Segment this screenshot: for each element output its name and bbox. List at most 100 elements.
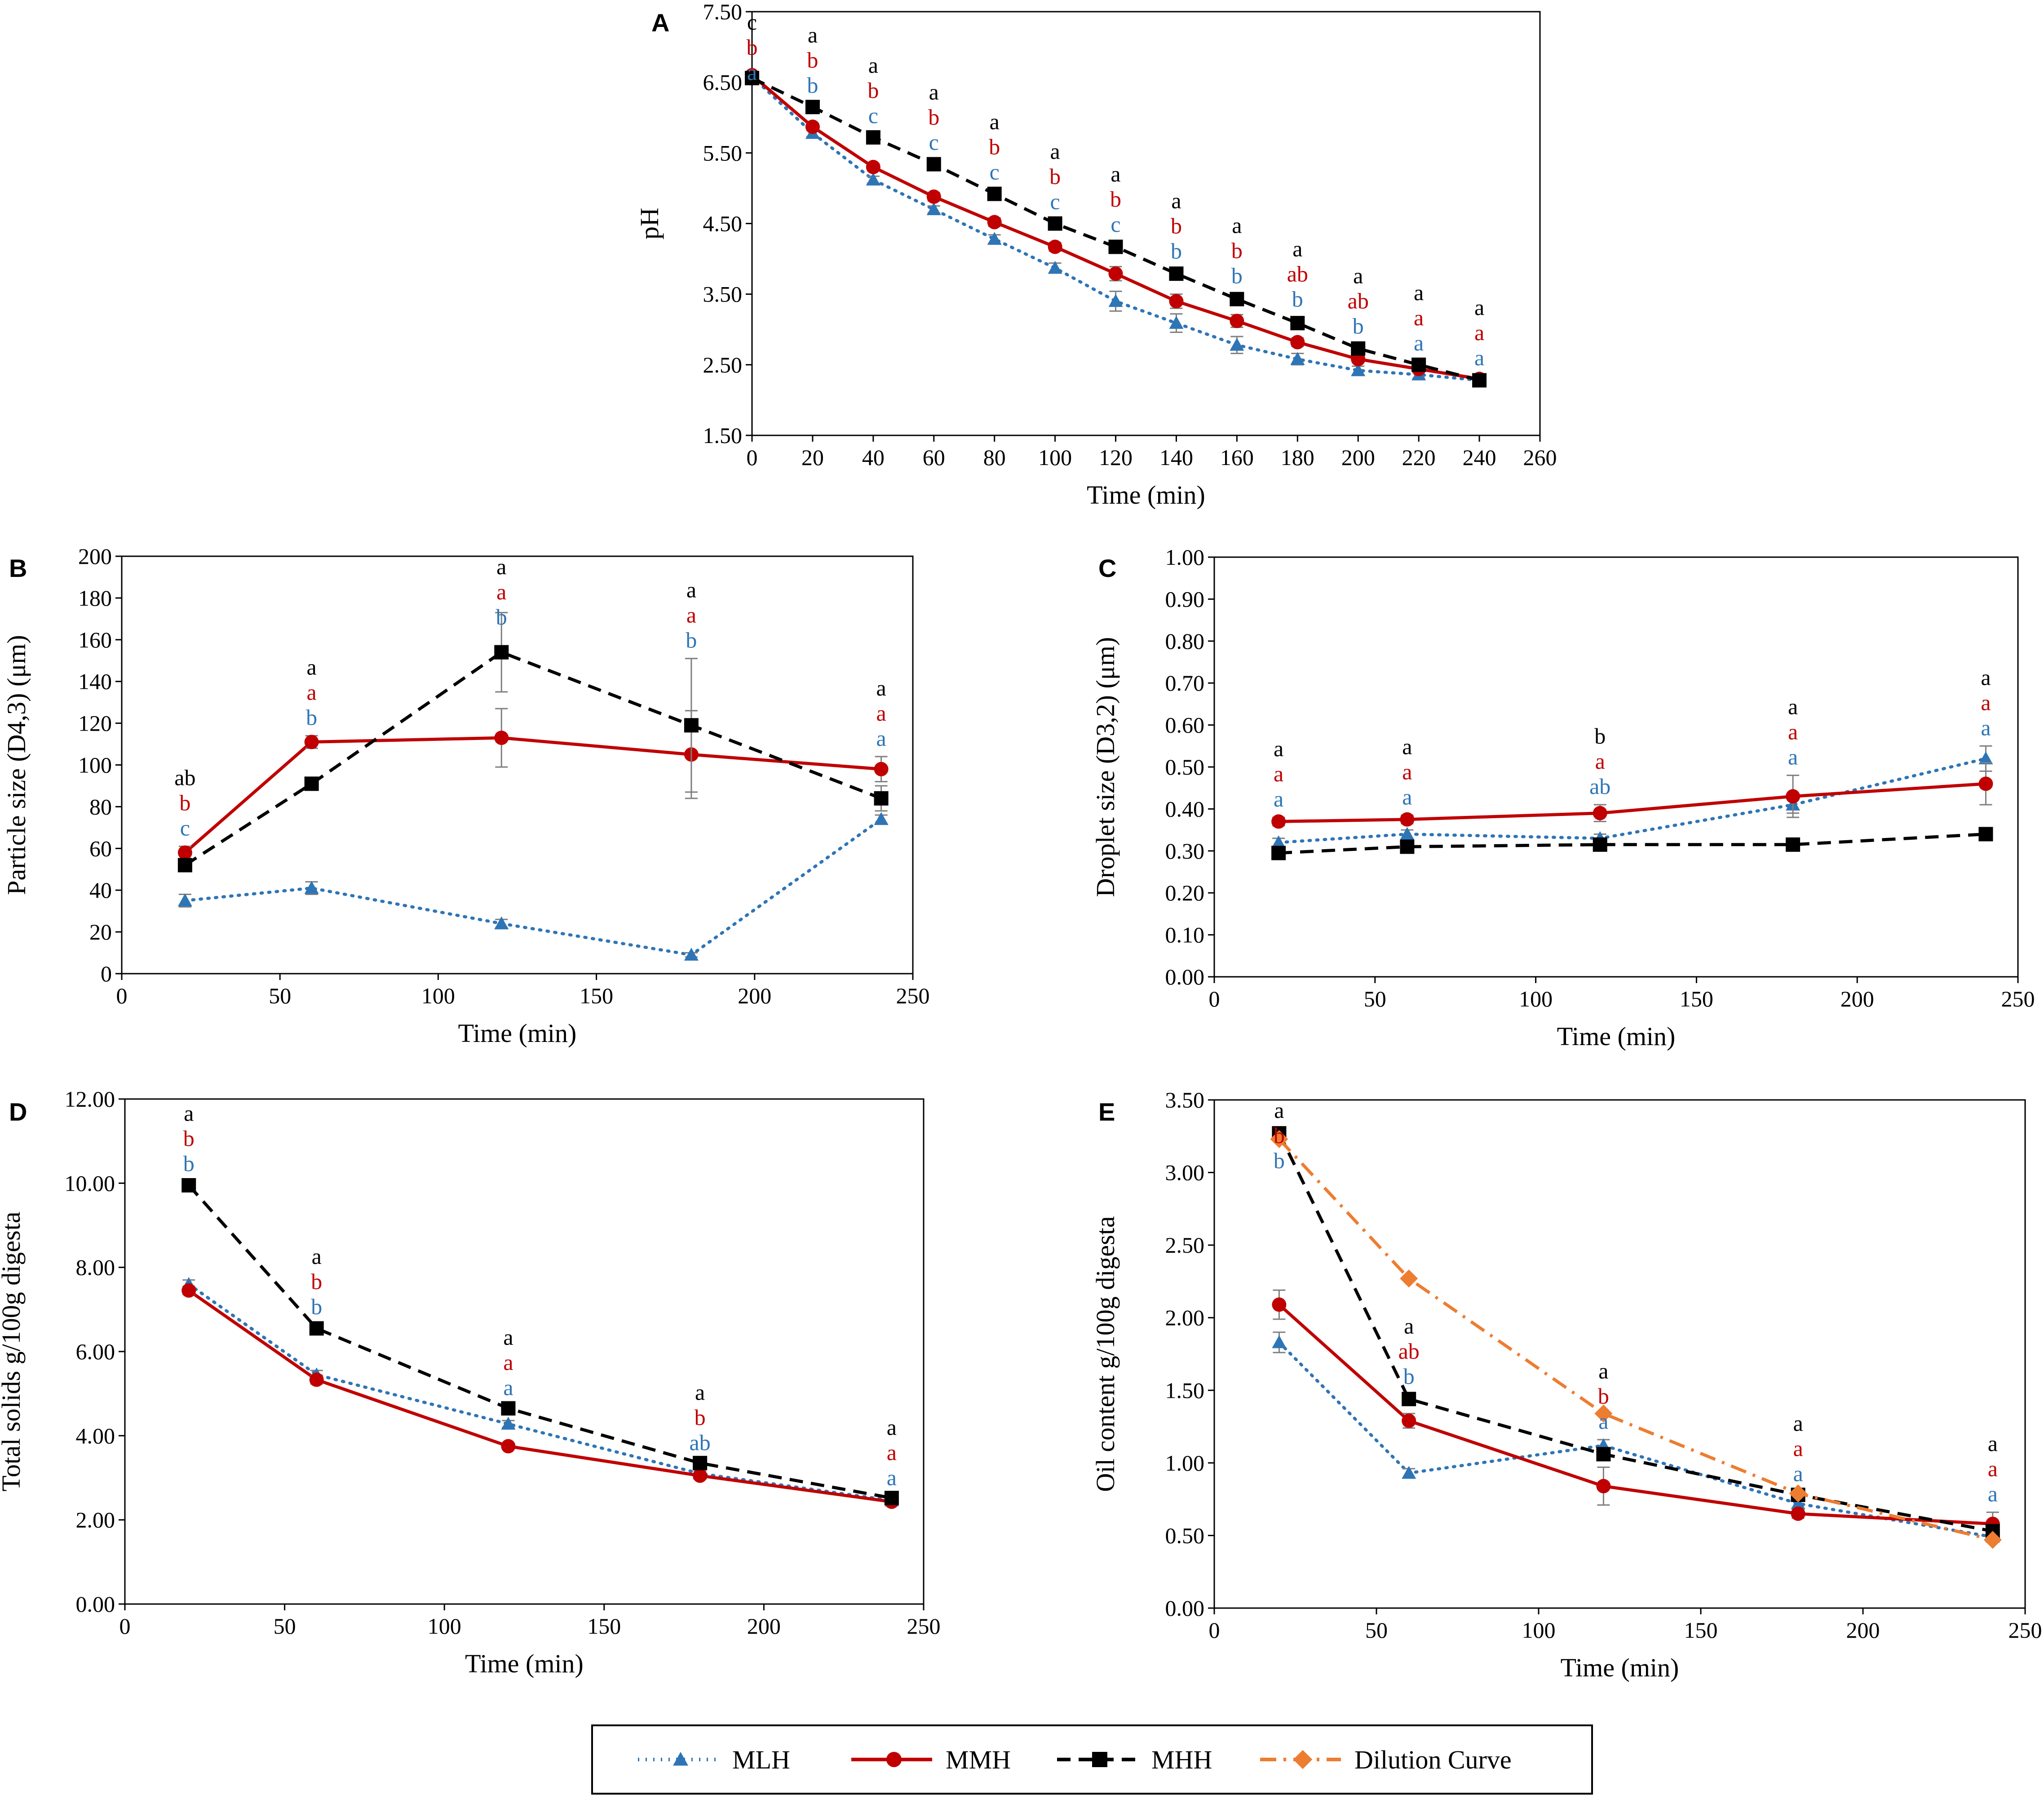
series-line (1277, 757, 1987, 844)
panel-b: B 0 50 100 150 200 250 0 20 40 60 80 100 120 140 160 180… (2, 544, 930, 1048)
data-point (1270, 1130, 1288, 1148)
legend-label: MMH (946, 1745, 1011, 1774)
plot-frame (1213, 1099, 2026, 1609)
y-tick-label: 0.00 (1165, 964, 1205, 989)
x-axis-title: Time (min) (458, 1019, 577, 1048)
data-point (1169, 294, 1184, 309)
series-line (1279, 782, 1986, 823)
data-point (1596, 1447, 1611, 1462)
data-point (304, 735, 319, 749)
significance-letter: a (1598, 1409, 1608, 1434)
significance-letter: a (184, 1101, 194, 1126)
x-tick-label: 180 (1281, 445, 1314, 470)
x-axis-title: Time (min) (1561, 1653, 1679, 1682)
significance-letter: ab (690, 1430, 711, 1455)
y-tick-label: 1.00 (1165, 545, 1205, 570)
data-point (1108, 239, 1123, 254)
data-point (177, 845, 192, 860)
y-tick-label: 6.00 (76, 1339, 115, 1364)
y-tick-label: 4.50 (703, 211, 743, 236)
data-point (1978, 751, 1993, 765)
significance-letter: a (876, 726, 886, 751)
x-tick-label: 50 (1364, 986, 1386, 1011)
data-point (926, 157, 941, 172)
y-axis-title: pH (635, 208, 664, 239)
x-tick-label: 50 (269, 983, 291, 1008)
significance-letter: ab (1348, 288, 1369, 313)
panel-letter: E (1098, 1098, 1115, 1126)
y-axis-title: Particle size (D4,3) (μm) (2, 635, 31, 895)
x-tick-label: 20 (801, 445, 824, 470)
significance-letter: a (1981, 690, 1991, 715)
data-point (874, 812, 889, 825)
data-point (1230, 314, 1244, 328)
data-point (1402, 1466, 1416, 1479)
y-tick-label: 3.50 (1165, 1087, 1205, 1112)
y-tick-label: 0.00 (1165, 1596, 1205, 1621)
significance-letter: a (1793, 1436, 1803, 1461)
data-point (1048, 261, 1062, 274)
significance-letter: a (1110, 161, 1120, 186)
x-tick-label: 50 (274, 1613, 296, 1639)
x-axis-title: Time (min) (1557, 1022, 1676, 1051)
panel-letter: C (1098, 554, 1116, 582)
data-point (501, 1439, 516, 1454)
series-line (183, 817, 883, 957)
y-tick-label: 6.50 (703, 70, 743, 95)
data-point (501, 1417, 516, 1430)
series-mlh (1272, 1331, 2000, 1543)
data-point (684, 718, 699, 733)
series-mhh (177, 612, 889, 873)
data-point (181, 1178, 196, 1193)
significance-letter: a (1474, 295, 1484, 320)
panel-d: D 0 50 100 150 200 250 0.00 2.00 4.00 6.00 8.00 10.0… (0, 1086, 941, 1678)
data-point (1400, 1269, 1418, 1288)
x-tick-label: 250 (2001, 986, 2035, 1011)
data-point (1290, 352, 1305, 365)
significance-letter: a (1598, 1358, 1608, 1383)
data-point (866, 130, 880, 145)
data-point (1169, 266, 1184, 281)
x-tick-label: 140 (1159, 445, 1193, 470)
significance-letter: b (1274, 1123, 1285, 1148)
y-axis-title: Droplet size (D3,2) (μm) (1091, 637, 1120, 897)
y-tick-label: 3.00 (1165, 1160, 1205, 1185)
x-tick-label: 40 (862, 445, 885, 470)
data-point (1791, 1506, 1805, 1521)
x-tick-label: 50 (1365, 1618, 1388, 1643)
data-point (1400, 839, 1415, 854)
x-tick-label: 150 (1680, 986, 1713, 1011)
significance-letter: c (747, 9, 757, 35)
significance-letter: b (928, 105, 939, 130)
significance-letter: a (1171, 188, 1181, 213)
y-tick-label: 7.50 (703, 0, 743, 24)
significance-letter: a (1981, 715, 1991, 740)
x-tick-label: 250 (896, 983, 930, 1008)
significance-letter: a (990, 109, 1000, 134)
significance-letter: a (503, 1350, 513, 1375)
significance-letter: b (695, 1405, 706, 1430)
significance-letter: a (1788, 719, 1798, 745)
y-tick-label: 200 (78, 544, 112, 569)
significance-letter: b (1292, 287, 1303, 312)
series-mmh (177, 708, 889, 860)
significance-letter: a (887, 1440, 897, 1465)
y-tick-label: 0 (101, 961, 112, 986)
x-tick-label: 250 (2009, 1618, 2042, 1643)
x-tick-label: 150 (1684, 1618, 1718, 1643)
data-point (309, 1372, 324, 1387)
x-tick-label: 200 (738, 983, 771, 1008)
y-tick-label: 4.00 (76, 1423, 115, 1448)
data-point (1271, 846, 1286, 860)
significance-letter: a (876, 700, 886, 726)
y-tick-label: 12.00 (65, 1086, 115, 1112)
data-point (1048, 216, 1062, 231)
y-tick-label: 0.60 (1165, 713, 1205, 738)
significance-letter: a (1981, 665, 1991, 690)
x-tick-label: 160 (1220, 445, 1254, 470)
significance-letter: a (695, 1380, 705, 1405)
significance-letter: a (1274, 736, 1283, 761)
series-mhh (181, 1178, 899, 1505)
data-point (866, 173, 880, 186)
legend-marker (1293, 1750, 1313, 1769)
